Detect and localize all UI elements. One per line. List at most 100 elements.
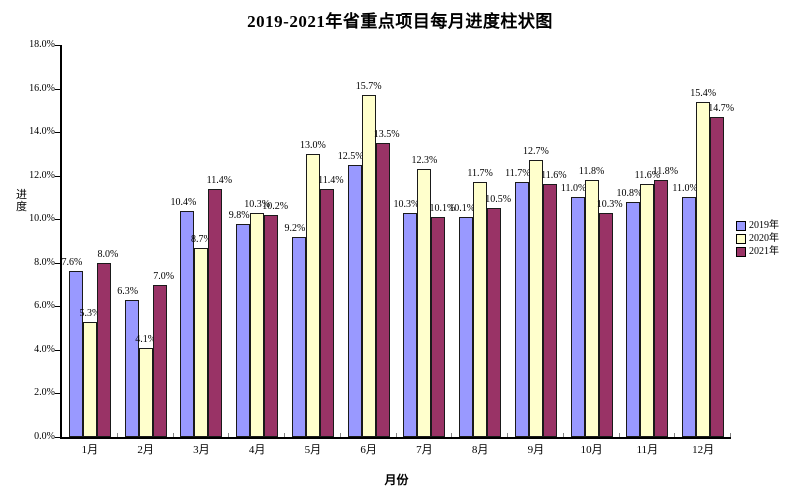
- bar-2019年-4月: [236, 223, 251, 437]
- y-tick-mark: [55, 132, 60, 134]
- bar-2020年-7月: [417, 169, 432, 437]
- bar-label-2020年-3月: 8.7%: [190, 233, 212, 245]
- bar-label-2021年-2月: 7.0%: [153, 270, 175, 282]
- bar-label-2019年-9月: 11.7%: [505, 168, 531, 180]
- x-cat-label-7月: 7月: [416, 444, 433, 456]
- bar-2020年-2月: [138, 347, 153, 437]
- x-boundary-tick: [172, 433, 174, 437]
- bar-label-2020年-4月: 10.3%: [244, 198, 271, 210]
- legend-label-2021: 2021年: [749, 246, 779, 257]
- bar-label-2021年-6月: 13.5%: [373, 129, 400, 140]
- bar-2020年-12月: [696, 101, 711, 437]
- bar-2019年-2月: [124, 299, 139, 437]
- bar-label-2019年-8月: 10.1%: [449, 203, 476, 215]
- bar-2021年-5月: [319, 188, 334, 437]
- x-cat-label-1月: 1月: [81, 444, 99, 456]
- bar-2019年-9月: [514, 182, 529, 437]
- x-cat-label-8月: 8月: [471, 444, 489, 456]
- x-boundary-tick: [451, 433, 453, 437]
- x-boundary-tick: [228, 433, 230, 437]
- bar-label-2021年-3月: 11.4%: [206, 174, 233, 186]
- bar-label-2021年-7月: 10.1%: [429, 203, 456, 215]
- bar-2021年-4月: [264, 214, 279, 437]
- bar-label-2019年-12月: 11.0%: [672, 183, 698, 195]
- bar-2021年-9月: [542, 184, 557, 437]
- x-cat-label-10月: 10月: [580, 444, 603, 456]
- bar-label-2019年-7月: 10.3%: [393, 198, 420, 210]
- y-tick-label: 8.0%: [34, 256, 55, 268]
- bar-2019年-5月: [291, 236, 306, 437]
- y-tick-label: 10.0%: [29, 213, 55, 225]
- bar-label-2020年-2月: 4.1%: [135, 333, 157, 345]
- bar-label-2019年-4月: 9.8%: [228, 209, 250, 221]
- bar-label-2019年-3月: 10.4%: [170, 196, 197, 208]
- legend-swatch-2021-icon: [736, 246, 746, 257]
- bar-label-2021年-12月: 14.7%: [708, 102, 735, 114]
- bar-2019年-3月: [180, 210, 195, 437]
- legend-item-2020: 2020年: [736, 232, 779, 245]
- y-tick-mark: [55, 219, 60, 221]
- y-tick-label: 14.0%: [29, 126, 55, 138]
- bar-label-2019年-10月: 11.0%: [560, 183, 587, 195]
- bar-label-2020年-7月: 12.3%: [411, 155, 438, 167]
- legend-swatch-2020-icon: [736, 233, 746, 244]
- legend: 2019年 2020年 2021年: [736, 219, 779, 258]
- bar-label-2019年-1月: 7.6%: [61, 257, 83, 269]
- bar-label-2021年-9月: 11.6%: [541, 170, 567, 182]
- bar-2020年-3月: [194, 247, 209, 437]
- y-tick-label: 6.0%: [34, 300, 55, 312]
- bar-2019年-6月: [347, 164, 362, 437]
- x-cat-label-12月: 12月: [692, 444, 715, 456]
- bar-2019年-8月: [459, 217, 474, 437]
- x-boundary-tick: [618, 433, 620, 437]
- bar-label-2020年-5月: 13.0%: [299, 139, 326, 151]
- bar-2021年-2月: [152, 284, 167, 437]
- bar-2019年-1月: [68, 271, 83, 437]
- bar-label-2020年-12月: 15.4%: [690, 87, 717, 99]
- bar-2021年-6月: [375, 143, 390, 437]
- x-boundary-tick: [730, 433, 731, 437]
- bar-label-2021年-10月: 10.3%: [596, 198, 623, 210]
- bar-label-2019年-6月: 12.5%: [337, 150, 364, 162]
- x-cat-label-9月: 9月: [527, 444, 545, 456]
- bar-label-2020年-11月: 11.6%: [634, 170, 661, 182]
- y-tick-mark: [55, 88, 60, 90]
- y-tick-mark: [55, 175, 60, 177]
- bar-2019年-12月: [682, 197, 697, 437]
- bar-2020年-6月: [361, 95, 376, 437]
- bar-label-2020年-10月: 11.8%: [578, 166, 605, 178]
- bar-2021年-1月: [96, 262, 111, 437]
- bar-2020年-5月: [305, 153, 320, 437]
- bar-2021年-8月: [487, 208, 502, 437]
- x-boundary-tick: [284, 433, 285, 437]
- bar-label-2021年-1月: 8.0%: [97, 248, 119, 260]
- bar-2021年-7月: [431, 217, 446, 437]
- bar-2020年-9月: [528, 160, 543, 437]
- y-tick-mark: [55, 306, 60, 308]
- legend-item-2019: 2019年: [736, 219, 779, 232]
- bar-label-2021年-4月: 10.2%: [262, 200, 289, 212]
- y-tick-label: 2.0%: [34, 387, 55, 399]
- y-tick-mark: [55, 393, 60, 395]
- x-boundary-tick: [339, 433, 341, 437]
- x-cat-label-11月: 11月: [636, 444, 659, 456]
- x-cat-label-3月: 3月: [193, 444, 210, 456]
- y-tick-label: 18.0%: [29, 39, 55, 50]
- bar-label-2020年-8月: 11.7%: [467, 168, 493, 180]
- x-cat-label-2月: 2月: [137, 444, 154, 456]
- y-axis-line: [60, 45, 62, 439]
- bar-2021年-12月: [710, 116, 725, 437]
- x-cat-label-5月: 5月: [304, 444, 322, 456]
- x-cat-label-6月: 6月: [360, 444, 377, 456]
- bar-2020年-1月: [82, 321, 97, 437]
- y-tick-label: 12.0%: [29, 169, 55, 181]
- bar-2020年-4月: [250, 212, 265, 437]
- bar-2020年-10月: [584, 180, 599, 437]
- bar-2021年-11月: [654, 180, 669, 437]
- y-tick-label: 16.0%: [29, 82, 55, 94]
- bar-2020年-11月: [640, 184, 655, 437]
- y-axis-title: 进度: [16, 189, 27, 213]
- bar-2019年-10月: [570, 197, 585, 437]
- bar-label-2019年-2月: 6.3%: [117, 285, 139, 297]
